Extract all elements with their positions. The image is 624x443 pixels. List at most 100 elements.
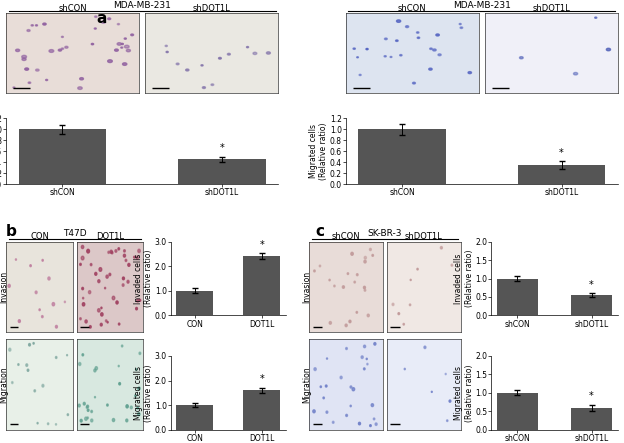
Circle shape [95, 16, 97, 17]
Circle shape [211, 84, 214, 85]
Circle shape [36, 69, 39, 71]
Circle shape [36, 25, 37, 26]
Circle shape [117, 43, 122, 45]
Circle shape [412, 82, 416, 84]
Circle shape [333, 421, 334, 424]
Circle shape [364, 345, 366, 348]
Circle shape [85, 417, 87, 420]
Circle shape [202, 87, 205, 89]
Circle shape [17, 364, 19, 365]
Circle shape [108, 18, 110, 19]
Circle shape [94, 396, 95, 398]
Circle shape [115, 249, 117, 252]
Circle shape [340, 376, 342, 379]
Circle shape [128, 264, 130, 266]
Circle shape [9, 348, 11, 351]
Circle shape [400, 54, 402, 56]
Title: shCON: shCON [332, 232, 361, 241]
Circle shape [22, 55, 27, 58]
Circle shape [58, 49, 62, 51]
Circle shape [406, 26, 409, 27]
Circle shape [176, 63, 179, 65]
Circle shape [329, 279, 330, 281]
Circle shape [358, 422, 361, 425]
Y-axis label: Migration: Migration [302, 366, 311, 403]
Circle shape [438, 54, 441, 56]
Circle shape [33, 342, 34, 344]
Circle shape [127, 280, 129, 283]
Circle shape [139, 299, 141, 301]
Circle shape [112, 419, 115, 422]
Circle shape [573, 73, 578, 75]
Circle shape [356, 274, 358, 276]
Circle shape [354, 281, 356, 283]
Circle shape [345, 324, 347, 326]
Circle shape [326, 358, 328, 359]
Circle shape [314, 368, 316, 371]
Text: a: a [97, 11, 107, 26]
Circle shape [80, 318, 81, 320]
Circle shape [122, 43, 124, 45]
Bar [243, 390, 280, 430]
Circle shape [78, 404, 80, 407]
Circle shape [343, 286, 344, 288]
Circle shape [445, 373, 446, 375]
Y-axis label: Invaded cells
(Relative ratio): Invaded cells (Relative ratio) [134, 250, 154, 307]
Y-axis label: Migration: Migration [0, 366, 8, 403]
Circle shape [364, 368, 365, 370]
Circle shape [138, 249, 140, 253]
Y-axis label: Invasion: Invasion [0, 271, 8, 303]
Circle shape [359, 74, 361, 76]
Circle shape [416, 32, 419, 33]
Circle shape [119, 323, 120, 325]
Circle shape [431, 391, 432, 392]
Title: shDOT1L: shDOT1L [193, 4, 231, 12]
Circle shape [166, 51, 168, 53]
Text: *: * [220, 144, 224, 153]
Circle shape [460, 27, 462, 28]
Circle shape [90, 419, 93, 422]
Circle shape [8, 284, 11, 288]
Title: shCON: shCON [58, 4, 87, 12]
Circle shape [42, 260, 43, 261]
Circle shape [56, 357, 57, 358]
Circle shape [124, 250, 125, 252]
Bar [497, 279, 538, 315]
Circle shape [12, 381, 13, 384]
Circle shape [37, 423, 38, 424]
Circle shape [86, 406, 87, 408]
Text: *: * [589, 280, 594, 290]
Circle shape [417, 268, 418, 270]
Circle shape [95, 367, 97, 370]
Circle shape [201, 65, 203, 66]
Circle shape [64, 301, 66, 303]
Circle shape [42, 385, 44, 387]
Title: DOT1L: DOT1L [96, 232, 124, 241]
Circle shape [34, 390, 36, 392]
Title: CON: CON [31, 232, 49, 241]
Circle shape [56, 326, 57, 328]
Circle shape [31, 25, 33, 26]
Circle shape [135, 307, 137, 310]
Text: T47D: T47D [63, 229, 87, 238]
Circle shape [334, 285, 335, 287]
Circle shape [91, 410, 92, 412]
Circle shape [353, 48, 355, 49]
Circle shape [468, 72, 472, 74]
Circle shape [520, 57, 523, 59]
Circle shape [346, 414, 348, 416]
Circle shape [441, 246, 442, 249]
Circle shape [101, 307, 102, 309]
Circle shape [326, 411, 328, 413]
Circle shape [82, 288, 84, 290]
Circle shape [112, 296, 115, 300]
Y-axis label: Migrated cells
(Relative ratio): Migrated cells (Relative ratio) [134, 364, 154, 422]
Text: *: * [260, 374, 265, 384]
Circle shape [110, 250, 112, 253]
Circle shape [87, 249, 89, 253]
Circle shape [607, 48, 610, 51]
Title: shDOT1L: shDOT1L [405, 232, 442, 241]
Circle shape [320, 386, 321, 388]
Circle shape [139, 352, 141, 354]
Circle shape [374, 342, 376, 345]
